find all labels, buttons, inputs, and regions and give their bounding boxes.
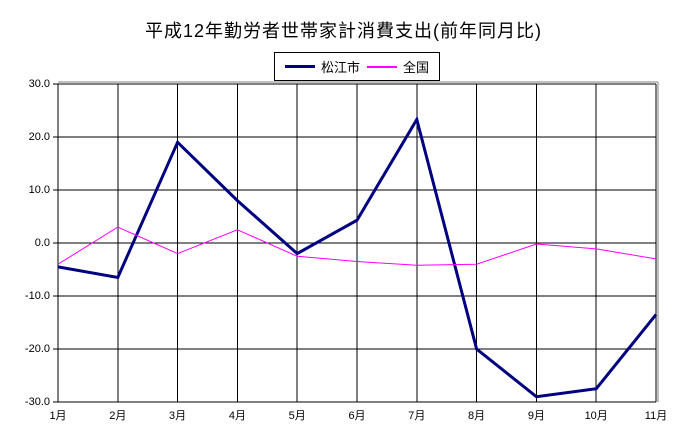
- y-axis-label: -30.0: [24, 396, 50, 408]
- x-axis-label: 5月: [288, 410, 306, 422]
- legend-label-national: 全国: [403, 60, 430, 75]
- x-axis-label: 11月: [644, 410, 668, 422]
- y-axis-label: 0.0: [34, 237, 50, 249]
- series-line-松江市: [57, 115, 658, 399]
- legend-item-matsue: 松江市: [284, 57, 360, 76]
- chart-title: 平成12年勤労者世帯家計消費支出(前年同月比): [144, 21, 542, 41]
- x-axis-label: 10月: [584, 410, 608, 422]
- x-axis-label: 4月: [228, 410, 246, 422]
- national-line-swatch: [367, 65, 397, 68]
- series-line-全国: [57, 226, 657, 266]
- x-axis-label: 3月: [169, 410, 187, 422]
- y-axis-label: 20.0: [28, 131, 50, 143]
- y-axis-label: 30.0: [28, 78, 50, 90]
- x-axis-label: 7月: [408, 410, 426, 422]
- x-axis-label: 6月: [348, 410, 366, 422]
- legend-label-matsue: 松江市: [320, 60, 360, 75]
- y-axis-label: -10.0: [24, 290, 50, 302]
- y-axis-label: -20.0: [24, 343, 50, 355]
- legend: 松江市 全国: [273, 52, 441, 81]
- matsue-line-swatch: [284, 65, 315, 68]
- x-axis-label: 9月: [527, 410, 545, 422]
- x-axis-label: 8月: [468, 410, 486, 422]
- legend-item-national: 全国: [367, 57, 429, 76]
- y-axis-label: 10.0: [28, 184, 50, 196]
- x-axis-label: 2月: [109, 410, 127, 422]
- x-axis-label: 1月: [49, 410, 67, 422]
